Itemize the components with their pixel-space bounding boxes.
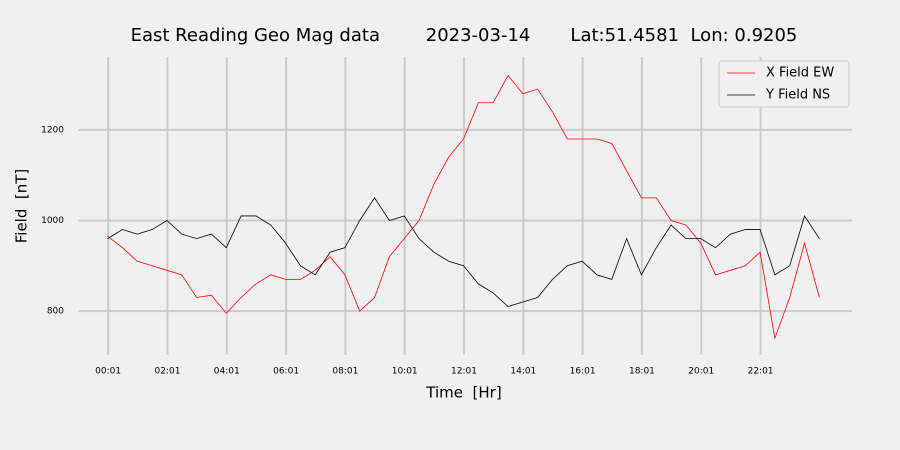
legend: X Field EW Y Field NS [718, 60, 850, 108]
x-tick-label: 12:01 [451, 367, 477, 377]
x-tick-label: 22:01 [748, 367, 774, 377]
x-axis-label: Time [Hr] [425, 384, 501, 402]
y-tick-label: 800 [47, 307, 64, 317]
x-tick-label: 00:01 [95, 367, 121, 377]
x-tick-label: 16:01 [570, 367, 596, 377]
grid: 800 1000 1200 00:01 02:01 04:01 06:01 08:01 10:0… [41, 57, 852, 377]
chart-title: East Reading Geo Mag data 2023-03-14 Lat… [131, 25, 798, 46]
x-tick-label: 14:01 [510, 367, 536, 377]
x-tick-label: 10:01 [392, 367, 418, 377]
lines [107, 74, 820, 340]
x-tick-label: 20:01 [688, 367, 714, 377]
x-tick-label: 08:01 [332, 367, 358, 377]
legend-label: X Field EW [766, 66, 834, 81]
legend-label: Y Field NS [765, 88, 830, 103]
series-line [107, 74, 820, 340]
series-line [107, 197, 820, 307]
x-tick-label: 02:01 [154, 367, 180, 377]
y-axis-label: Field [nT] [13, 169, 31, 244]
legend-box [718, 60, 850, 108]
y-tick-label: 1000 [41, 216, 64, 226]
y-tick-label: 1200 [41, 125, 64, 135]
x-tick-label: 06:01 [273, 367, 299, 377]
x-tick-label: 04:01 [214, 367, 240, 377]
x-tick-label: 18:01 [629, 367, 655, 377]
